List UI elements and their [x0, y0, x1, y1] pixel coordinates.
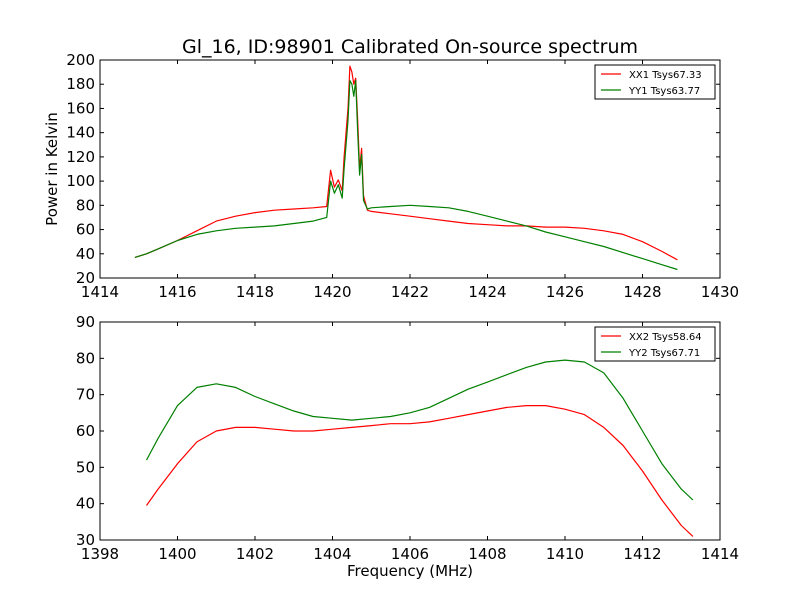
legend: XX1 Tsys67.33 YY1 Tsys63.77 [594, 64, 716, 100]
y-tick-label: 30 [76, 531, 95, 549]
legend-label: XX2 Tsys58.64 [629, 332, 702, 343]
x-tick-label: 1410 [546, 545, 584, 563]
x-tick-label: 1420 [313, 283, 351, 301]
y-tick-label: 40 [76, 245, 95, 263]
legend-frame [594, 326, 716, 362]
x-tick-label: 1426 [546, 283, 584, 301]
x-tick-label: 1408 [468, 545, 506, 563]
y-tick-label: 40 [76, 495, 95, 513]
figure-title: Gl_16, ID:98901 Calibrated On-source spe… [182, 36, 638, 58]
x-tick-label: 1412 [623, 545, 661, 563]
chart-panels: 1414 1416 1418 1420 1422 1424 1426 1428 1430 20 40… [43, 51, 739, 580]
x-tick-label: 1430 [701, 283, 739, 301]
x-tick-label: 1428 [623, 283, 661, 301]
y-tick-label: 70 [76, 386, 95, 404]
y-tick-label: 80 [76, 349, 95, 367]
legend-label: YY1 Tsys63.77 [628, 86, 700, 97]
series-line-1 [146, 405, 694, 537]
y-tick-label: 200 [66, 51, 95, 69]
chart-panel-2: 1398 1400 1402 1404 1406 1408 1410 1412 1414 30 40… [76, 313, 739, 580]
x-tick-label: 1422 [391, 283, 429, 301]
y-tick-label: 100 [66, 172, 95, 190]
series-line-2 [134, 80, 678, 271]
chart-panel-1: 1414 1416 1418 1420 1422 1424 1426 1428 1430 20 40… [43, 51, 739, 301]
y-tick-label: 80 [76, 196, 95, 214]
y-tick-label: 50 [76, 458, 95, 476]
x-tick-label: 1418 [236, 283, 274, 301]
x-axis-label: Frequency (MHz) [347, 562, 473, 580]
y-tick-label: 90 [76, 313, 95, 331]
y-tick-label: 60 [76, 422, 95, 440]
series-line-2 [145, 359, 694, 501]
x-tick-label: 1414 [701, 545, 739, 563]
y-tick-label: 160 [66, 99, 95, 117]
x-tick-label: 1400 [158, 545, 196, 563]
x-tick-label: 1398 [81, 545, 119, 563]
x-tick-label: 1402 [236, 545, 274, 563]
legend-frame [594, 64, 716, 100]
y-axis-label: Power in Kelvin [43, 112, 61, 226]
x-tick-label: 1416 [158, 283, 196, 301]
y-tick-label: 180 [66, 75, 95, 93]
y-tick-label: 120 [66, 148, 95, 166]
y-tick-label: 140 [66, 124, 95, 142]
legend: XX2 Tsys58.64 YY2 Tsys67.71 [594, 326, 716, 362]
x-tick-label: 1414 [81, 283, 119, 301]
x-tick-label: 1424 [468, 283, 506, 301]
y-tick-label: 20 [76, 269, 95, 287]
legend-label: YY2 Tsys67.71 [628, 348, 700, 359]
legend-label: XX1 Tsys67.33 [629, 70, 702, 81]
x-tick-label: 1406 [391, 545, 429, 563]
y-tick-label: 60 [76, 221, 95, 239]
x-tick-label: 1404 [313, 545, 351, 563]
